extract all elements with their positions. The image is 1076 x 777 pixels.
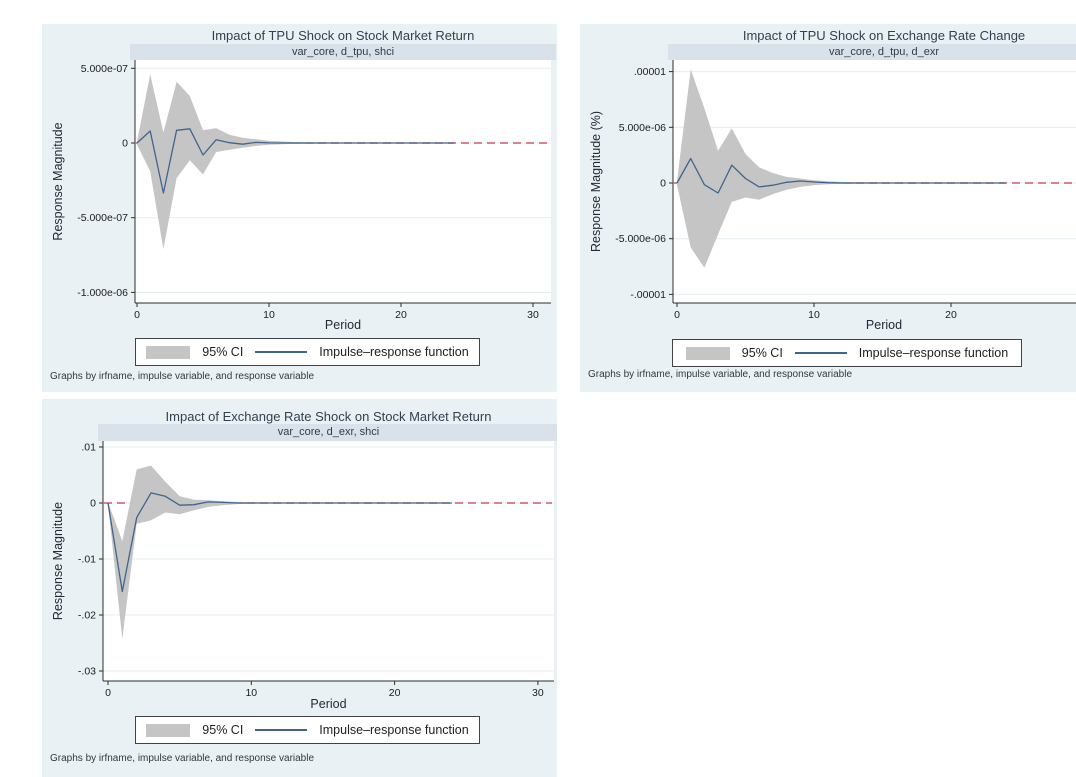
plot-area	[103, 441, 554, 681]
svg-text:5.000e-07: 5.000e-07	[81, 63, 128, 75]
irf-panel-tpu-dexr: .000015.000e-060-5.000e-06-.000010102030…	[580, 24, 1076, 392]
svg-text:-.03: -.03	[78, 666, 96, 678]
svg-text:0: 0	[660, 178, 666, 190]
ci-band-swatch	[146, 345, 191, 359]
graph-footnote: Graphs by irfname, impulse variable, and…	[588, 369, 853, 380]
graph-footnote: Graphs by irfname, impulse variable, and…	[50, 753, 315, 764]
svg-text:-.01: -.01	[78, 554, 96, 566]
y-axis-label: Response Magnitude	[51, 501, 65, 621]
tick-labels: 5.000e-07 0 -5.000e-07 -1.000e-06 0 10 20 30	[77, 63, 539, 321]
svg-text:-5.000e-06: -5.000e-06	[615, 233, 666, 245]
chart-subtitle-band: var_core, d_tpu, shci	[130, 44, 556, 60]
irf-line	[107, 492, 452, 593]
svg-text:-.02: -.02	[78, 610, 96, 622]
irf-line	[676, 157, 1006, 194]
irf-legend-label: Impulse–response function	[858, 346, 1009, 360]
svg-text:20: 20	[945, 309, 957, 321]
irf-line-swatch	[794, 352, 847, 354]
svg-text:0: 0	[674, 309, 680, 321]
irf-legend-label: Impulse–response function	[319, 723, 469, 737]
ci-band-swatch	[685, 346, 730, 360]
svg-text:20: 20	[389, 687, 401, 699]
irf-legend-label: Impulse–response function	[319, 345, 469, 359]
graph-footnote: Graphs by irfname, impulse variable, and…	[50, 371, 315, 382]
svg-text:30: 30	[527, 309, 539, 321]
svg-text:.01: .01	[81, 442, 96, 454]
svg-text:20: 20	[395, 309, 407, 321]
chart-title: Impact of TPU Shock on Stock Market Retu…	[211, 28, 475, 43]
irf-line-swatch	[255, 729, 308, 731]
plot-area	[135, 60, 551, 303]
irf-plot-svg: .01 0 -.01 -.02 -.03 0 10 20 30	[78, 441, 554, 700]
ci-band-area	[137, 74, 454, 250]
svg-text:0: 0	[105, 687, 111, 699]
axes	[99, 441, 554, 685]
tick-labels: .01 0 -.01 -.02 -.03 0 10 20 30	[78, 442, 544, 700]
chart-title: Impact of TPU Shock on Exchange Rate Cha…	[742, 28, 1026, 43]
y-axis-label: Response Magnitude	[51, 122, 65, 241]
irf-plot-svg: 5.000e-07 0 -5.000e-07 -1.000e-06 0 10 20 30	[77, 60, 551, 321]
svg-text:30: 30	[532, 687, 544, 699]
irf-line-swatch	[255, 351, 308, 353]
svg-text:-1.000e-06: -1.000e-06	[77, 287, 128, 299]
chart-subtitle-band: var_core, d_tpu, d_exr	[668, 44, 1076, 60]
chart-title: Impact of Exchange Rate Shock on Stock M…	[165, 409, 492, 424]
svg-text:10: 10	[808, 309, 820, 321]
irf-line	[136, 128, 454, 194]
legend: 95% CI Impulse–response function	[135, 338, 480, 366]
gridlines	[673, 71, 1076, 295]
axes	[669, 60, 1076, 307]
axes	[131, 60, 551, 307]
svg-text:10: 10	[245, 687, 257, 699]
svg-text:0: 0	[90, 498, 96, 510]
ci-band-area	[108, 465, 452, 640]
x-axis-label: Period	[865, 318, 903, 332]
svg-text:0: 0	[134, 309, 140, 321]
legend: 95% CI Impulse–response function	[135, 716, 480, 744]
svg-text:-5.000e-07: -5.000e-07	[77, 212, 128, 224]
ci-legend-label: 95% CI	[202, 723, 244, 737]
svg-text:0: 0	[122, 138, 128, 150]
ci-band-swatch	[146, 723, 191, 737]
irf-panel-tpu-shci: 5.000e-07 0 -5.000e-07 -1.000e-06 0 10 20 30 Im…	[42, 24, 557, 392]
x-axis-label: Period	[310, 697, 347, 711]
ci-legend-label: 95% CI	[202, 345, 244, 359]
x-axis-label: Period	[324, 318, 362, 332]
ci-band-area	[677, 69, 1006, 268]
svg-text:-.00001: -.00001	[630, 289, 666, 301]
y-axis-label: Response Magnitude (%)	[589, 110, 603, 253]
svg-text:5.000e-06: 5.000e-06	[619, 122, 666, 134]
chart-subtitle-band: var_core, d_exr, shci	[98, 424, 557, 441]
irf-panel-dexr-shci: .01 0 -.01 -.02 -.03 0 10 20 30 Impact of Exchan…	[42, 399, 557, 777]
svg-text:.00001: .00001	[634, 66, 666, 78]
legend: 95% CI Impulse–response function	[672, 339, 1022, 367]
ci-legend-label: 95% CI	[741, 346, 783, 360]
svg-text:10: 10	[263, 309, 275, 321]
